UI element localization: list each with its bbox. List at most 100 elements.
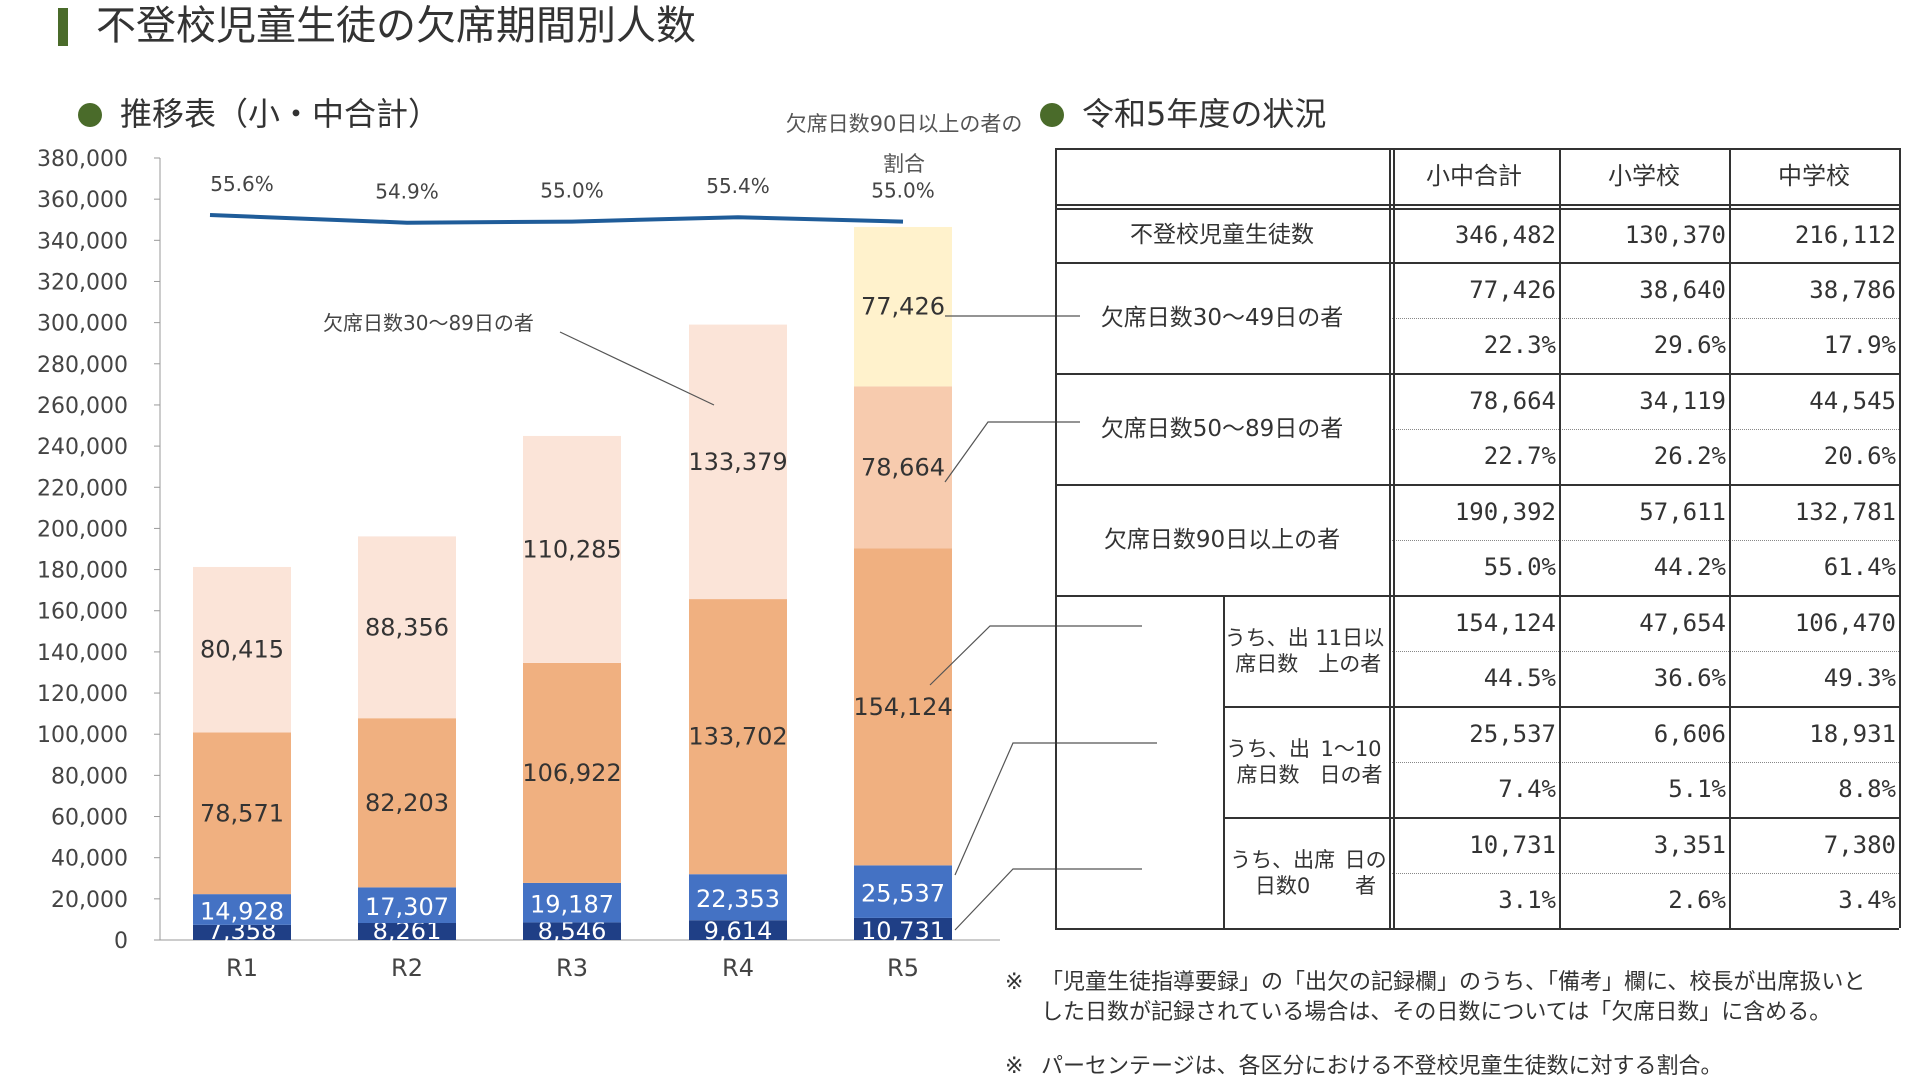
table-percent-value: 36.6%	[1653, 664, 1726, 693]
table-header-cell: 小中合計	[1426, 162, 1522, 190]
y-tick-label: 140,000	[37, 641, 128, 666]
table-percent-value: 20.6%	[1823, 442, 1896, 471]
table-dotted-divider	[1389, 539, 1899, 541]
table-rule	[1055, 204, 1899, 206]
table-header-cell: 中学校	[1778, 162, 1850, 190]
table-count-value: 78,664	[1469, 386, 1556, 415]
ratio-label: 54.9%	[375, 180, 439, 204]
x-tick-label: R1	[226, 954, 258, 982]
table-percent-value: 8.8%	[1838, 775, 1896, 804]
note-2: ※ パーセンテージは、各区分における不登校児童生徒数に対する割合。	[1005, 1052, 1885, 1082]
bar-segment-c1_10	[358, 887, 456, 923]
table-row-label-line: 欠席日数	[1100, 304, 1193, 331]
table-header-cell: 小学校	[1608, 162, 1680, 190]
page-title: 不登校児童生徒の欠席期間別人数	[96, 3, 696, 49]
table-count-value: 38,640	[1639, 275, 1726, 304]
status-table: 小中合計 小学校 中学校 不登校児童生徒数 346,482 130,370 216,112 欠…	[1055, 148, 1905, 931]
table-rule	[1389, 148, 1391, 928]
bar-value-label: 82,203	[365, 789, 449, 817]
left-section-heading: 推移表（小・中合計）	[78, 92, 440, 136]
note-2-mark: ※	[1005, 1054, 1024, 1079]
table-rule	[1055, 484, 1899, 486]
bar-segment-c0	[358, 922, 456, 940]
leader-1-10	[954, 742, 1157, 876]
leader-50-89	[944, 421, 1080, 483]
ratio-label: 55.0%	[540, 179, 604, 203]
bar-segment-c11	[193, 732, 291, 895]
y-tick-label: 160,000	[37, 600, 128, 625]
y-tick-label: 100,000	[37, 723, 128, 748]
table-rule	[1055, 148, 1899, 150]
y-tick-label: 380,000	[37, 147, 128, 172]
table-percent-value: 3.4%	[1838, 886, 1896, 915]
bar-value-label: 78,571	[200, 799, 284, 827]
bar-value-label: 14,928	[200, 897, 284, 925]
table-dotted-divider	[1389, 872, 1899, 874]
table-rule	[1559, 148, 1561, 928]
bar-segment-c1_10	[523, 882, 621, 923]
table-row-label-line: うち、出席日数	[1226, 736, 1310, 787]
table-percent-value: 5.1%	[1668, 775, 1726, 804]
table-row-label: 欠席日数 50～89日の者	[1055, 373, 1389, 484]
table-percent-value: 61.4%	[1823, 553, 1896, 582]
table-count-value: 6,606	[1653, 719, 1726, 748]
bar-segment-c1_10	[689, 874, 787, 921]
x-tick-label: R4	[722, 954, 754, 982]
table-row-label-line: 1～10日の者	[1319, 736, 1383, 787]
table-count-value: 38,786	[1809, 275, 1896, 304]
table-rule	[1055, 262, 1899, 264]
table-row-label-line: 30～49日の者	[1192, 304, 1344, 331]
table-dotted-divider	[1389, 428, 1899, 430]
bar-value-label: 22,353	[696, 885, 780, 913]
bullet-dot-icon	[1040, 103, 1064, 127]
table-count-value: 190,392	[1454, 497, 1556, 526]
note-1-text: 「児童生徒指導要録」の「出欠の記録欄」のうち、「備考」欄に、校長が出席扱いとした…	[1041, 970, 1866, 1025]
y-tick-label: 60,000	[51, 806, 128, 831]
table-percent-value: 55.0%	[1483, 553, 1556, 582]
table-percent-value: 44.2%	[1653, 553, 1726, 582]
table-row-label: うち、出席日数0 日の者	[1223, 817, 1389, 928]
bar-segment-c1_10	[854, 865, 952, 918]
table-percent-value: 49.3%	[1823, 664, 1896, 693]
bar-segment-c0	[854, 917, 952, 940]
bar-segment-c1_10	[193, 894, 291, 925]
table-percent-value: 3.1%	[1498, 886, 1556, 915]
bar-segment-c30_89	[358, 536, 456, 719]
bar-value-label: 19,187	[530, 891, 614, 919]
right-section-title: 令和5年度の状況	[1082, 95, 1327, 133]
table-row-label: うち、出席日数 11日以上の者	[1223, 595, 1389, 706]
bar-segment-c30_49	[854, 226, 952, 387]
table-dotted-divider	[1389, 761, 1899, 763]
table-row-label: 欠席日数 30～49日の者	[1055, 262, 1389, 373]
table-rule	[1899, 148, 1901, 928]
table-count-value: 10,731	[1469, 830, 1556, 859]
bar-value-label: 78,664	[861, 453, 945, 481]
table-count-value: 7,380	[1823, 830, 1896, 859]
ratio-line	[209, 213, 904, 225]
bar-value-label: 77,426	[861, 293, 945, 321]
bar-segment-c0	[193, 924, 291, 940]
table-percent-value: 7.4%	[1498, 775, 1556, 804]
table-count-value: 132,781	[1794, 497, 1896, 526]
ratio-label: 55.0%	[871, 179, 935, 203]
note-2-text: パーセンテージは、各区分における不登校児童生徒数に対する割合。	[1041, 1054, 1723, 1079]
table-percent-value: 22.3%	[1483, 331, 1556, 360]
y-tick-label: 20,000	[51, 888, 128, 913]
note-1: ※ 「児童生徒指導要録」の「出欠の記録欄」のうち、「備考」欄に、校長が出席扱いと…	[1005, 968, 1885, 1028]
table-row-label-line: 欠席日数	[1100, 415, 1193, 442]
table-count-value: 154,124	[1454, 608, 1556, 637]
bar-segment-c11	[689, 599, 787, 875]
table-dotted-divider	[1389, 650, 1899, 652]
table-total-label: 不登校児童生徒数	[1130, 222, 1314, 248]
y-tick-label: 120,000	[37, 682, 128, 707]
table-row-label-line: うち、出席日数	[1224, 625, 1309, 676]
table-count-value: 18,931	[1809, 719, 1896, 748]
table-rule	[1223, 706, 1899, 708]
y-tick-label: 220,000	[37, 476, 128, 501]
annotation-30-89-leader	[559, 331, 715, 406]
table-rule	[1055, 208, 1899, 210]
bar-segment-c30_89	[523, 435, 621, 663]
ratio-note: 欠席日数90日以上の者の割合	[785, 112, 1023, 176]
bar-segment-c50_89	[854, 386, 952, 549]
left-section-title: 推移表（小・中合計）	[120, 95, 441, 133]
